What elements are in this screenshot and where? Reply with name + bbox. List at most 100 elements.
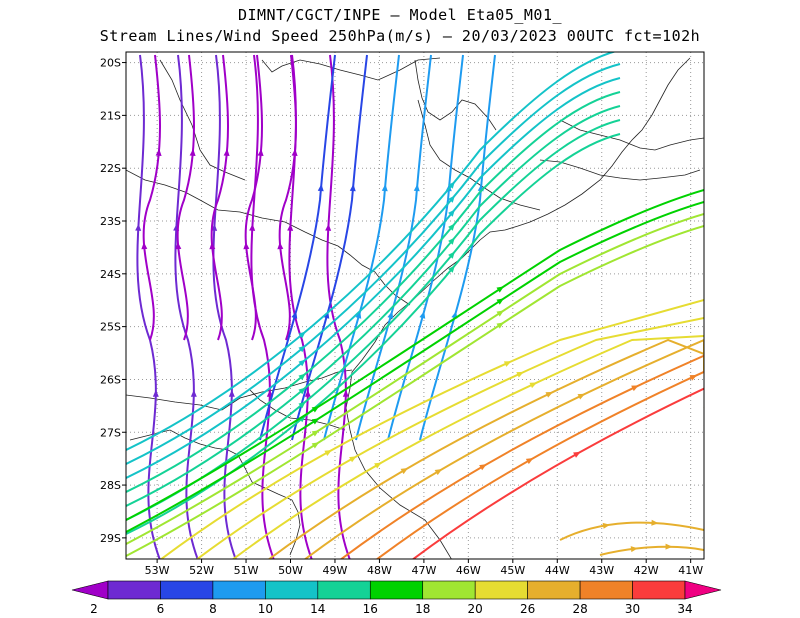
streamline	[195, 317, 704, 559]
flow-arrow	[325, 223, 332, 231]
axis-ticks: 53W 52W 51W 50W 49W 48W 47W 46W 45W 44W 43W 42W 41W 2…	[100, 57, 703, 577]
stream-lines	[126, 52, 758, 559]
coastline-segment	[337, 245, 411, 306]
colorbar: 2 6 8 10 14 16 18 20 26 28 30 34	[71, 580, 722, 616]
flow-arrow	[291, 148, 298, 156]
colorbar-bin	[632, 580, 686, 600]
streamline	[126, 133, 621, 535]
streamline	[267, 338, 704, 559]
flow-arrow	[135, 223, 142, 231]
x-tick-label: 44W	[545, 564, 570, 577]
colorbar-label: 10	[258, 602, 273, 616]
flow-arrow	[434, 469, 443, 476]
colorbar-label: 16	[363, 602, 378, 616]
streamline	[174, 54, 199, 559]
flow-arrow	[448, 209, 455, 217]
x-tick-label: 45W	[500, 564, 525, 577]
flow-arrow	[545, 391, 554, 398]
flow-arrow	[223, 148, 230, 156]
flow-arrow	[419, 311, 426, 319]
colorbar-label: 14	[310, 602, 325, 616]
streamline	[303, 338, 704, 559]
flow-arrow	[298, 401, 306, 409]
y-tick-label: 29S	[100, 532, 121, 545]
flow-arrow	[228, 389, 235, 397]
flow-arrow	[141, 242, 148, 250]
colorbar-bin	[212, 580, 266, 600]
flow-arrow	[496, 298, 504, 305]
flow-arrow	[496, 286, 504, 293]
x-tick-label: 41W	[678, 564, 703, 577]
coastline	[126, 57, 704, 559]
streamline	[126, 52, 617, 451]
streamline	[126, 91, 621, 493]
flow-arrow	[525, 458, 534, 465]
streamline	[126, 77, 621, 479]
flow-arrow	[413, 184, 420, 192]
flow-arrow	[249, 223, 256, 231]
flow-arrow	[311, 418, 320, 425]
x-tick-label: 42W	[634, 564, 659, 577]
flow-arrow	[298, 387, 306, 395]
streamline	[323, 54, 400, 441]
y-tick-label: 28S	[100, 479, 121, 492]
flow-arrow	[529, 382, 538, 389]
y-tick-label: 20S	[100, 57, 121, 70]
flow-arrow	[152, 389, 159, 397]
flow-arrow	[298, 345, 306, 353]
flow-arrow	[381, 184, 388, 192]
flow-arrow	[155, 148, 162, 156]
streamline	[244, 54, 263, 341]
flow-arrow	[448, 223, 455, 231]
x-tick-label: 47W	[411, 564, 436, 577]
y-tick-label: 25S	[100, 321, 121, 334]
flow-arrow	[496, 322, 504, 329]
flow-arrow	[298, 373, 306, 381]
flow-arrow	[573, 451, 581, 458]
streamline	[259, 54, 336, 441]
flow-arrow	[516, 371, 524, 378]
flow-arrow	[496, 310, 504, 317]
flow-arrow	[448, 237, 455, 245]
streamline	[326, 54, 351, 559]
streamline	[278, 54, 297, 341]
flow-arrow	[448, 265, 455, 273]
streamline	[126, 105, 621, 507]
colorbar-label: 20	[468, 602, 483, 616]
flow-arrow	[374, 462, 382, 469]
flow-arrow	[749, 362, 758, 370]
flow-arrow	[291, 311, 298, 319]
flow-arrow	[287, 223, 294, 231]
colorbar-label: 6	[157, 602, 165, 616]
colorbar-label: 28	[572, 602, 587, 616]
flow-arrow	[277, 242, 284, 250]
flow-arrow	[631, 385, 639, 392]
flow-arrow	[311, 406, 320, 413]
flow-arrow	[630, 546, 638, 553]
flow-arrow	[243, 242, 250, 250]
coastline-segment	[539, 159, 701, 181]
streamline	[250, 54, 275, 559]
streamline	[231, 335, 704, 559]
streamline	[210, 54, 229, 341]
x-tick-label: 50W	[278, 564, 303, 577]
streamline	[126, 63, 621, 465]
streamline	[559, 521, 704, 541]
x-tick-label: 53W	[145, 564, 170, 577]
streamline	[176, 54, 195, 341]
colorbar-bin	[160, 580, 214, 600]
colorbar-bin	[527, 580, 581, 600]
streamline	[375, 370, 704, 559]
plot-frame	[125, 51, 705, 560]
x-tick-label: 43W	[589, 564, 614, 577]
flow-arrow	[317, 184, 324, 192]
flow-arrow	[665, 543, 673, 550]
flow-arrow	[448, 195, 455, 203]
colorbar-label: 2	[90, 602, 98, 616]
x-tick-label: 46W	[456, 564, 481, 577]
flow-arrow	[257, 148, 264, 156]
streamline	[126, 201, 704, 533]
x-tick-label: 51W	[234, 564, 259, 577]
streamline	[387, 54, 464, 441]
